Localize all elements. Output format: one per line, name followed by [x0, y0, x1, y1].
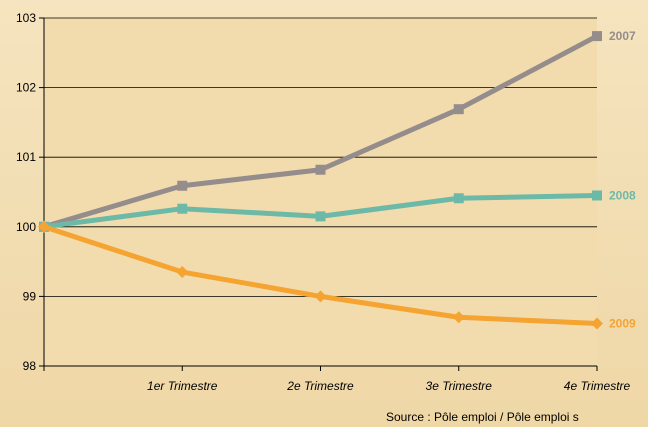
point-2007-3 — [453, 104, 464, 115]
point-2009-3 — [452, 311, 465, 324]
point-2008-4 — [592, 190, 602, 201]
series-label-2007: 2007 — [609, 29, 636, 43]
y-tick-label-103: 103 — [16, 11, 36, 25]
point-2007-1 — [177, 180, 188, 191]
point-2009-2 — [314, 290, 327, 303]
x-tick-label-1: 1er Trimestre — [147, 379, 218, 393]
series-label-2009: 2009 — [609, 317, 636, 331]
source-note: Source : Pôle emploi / Pôle emploi s — [386, 410, 579, 424]
point-2007-2 — [315, 164, 326, 175]
x-tick-label-2: 2e Trimestre — [286, 379, 354, 393]
y-tick-label-98: 98 — [23, 359, 37, 373]
y-tick-label-102: 102 — [16, 81, 36, 95]
point-2008-3 — [453, 193, 464, 204]
point-2008-1 — [177, 203, 188, 214]
y-tick-label-101: 101 — [16, 150, 36, 164]
point-2009-0 — [38, 220, 50, 233]
point-2009-1 — [176, 266, 189, 279]
x-tick-label-3: 3e Trimestre — [426, 379, 493, 393]
y-tick-label-100: 100 — [16, 220, 36, 234]
series-label-2008: 2008 — [609, 188, 636, 202]
point-2007-4 — [592, 31, 602, 42]
point-2009-4 — [591, 317, 603, 330]
y-tick-label-99: 99 — [23, 289, 37, 303]
plot-area — [44, 18, 597, 366]
point-2008-2 — [315, 211, 326, 222]
x-tick-label-4: 4e Trimestre — [564, 379, 631, 393]
